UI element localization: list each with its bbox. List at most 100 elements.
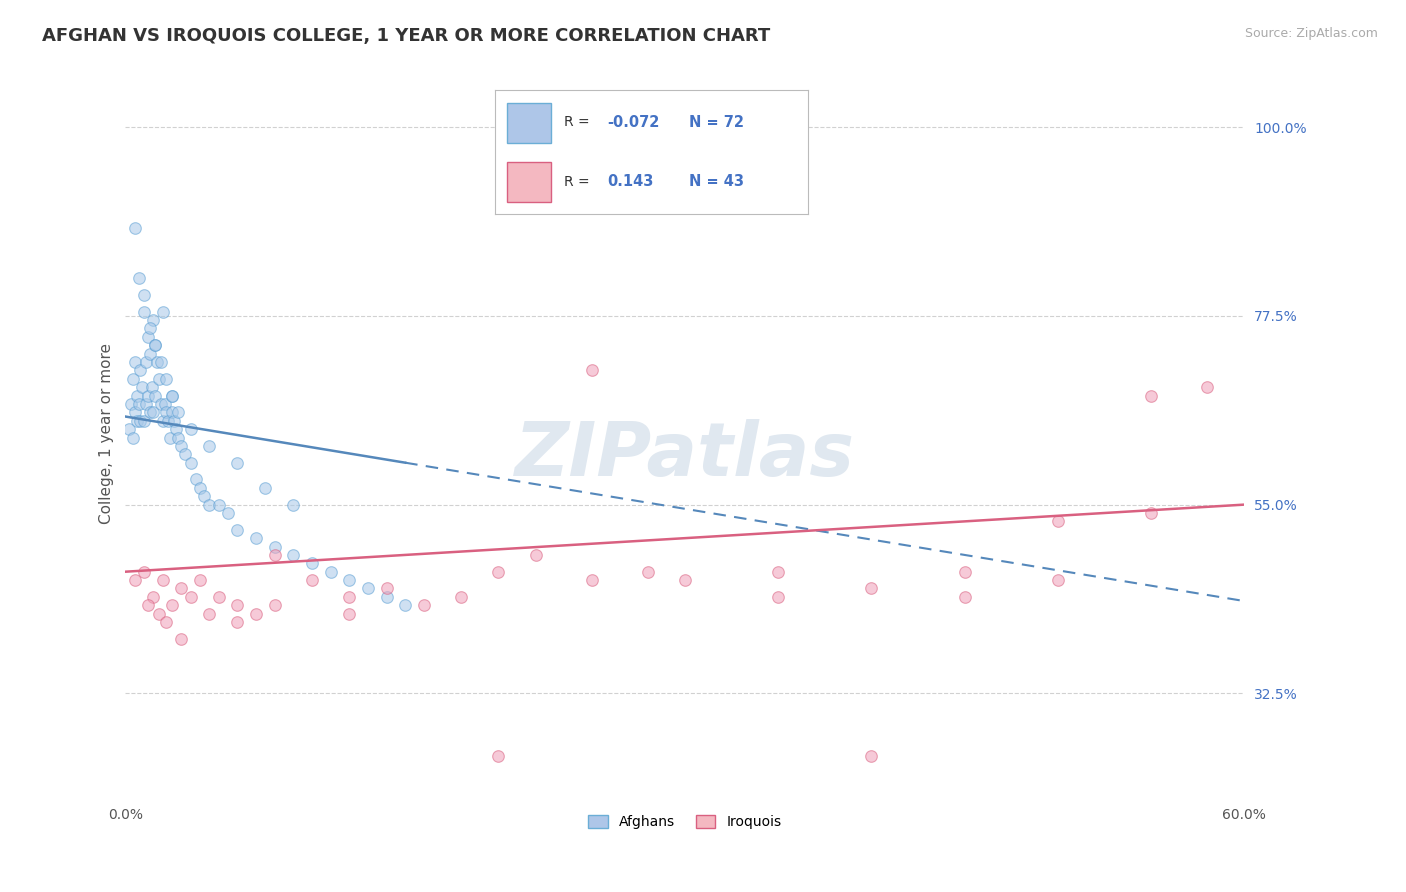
Point xyxy=(170,632,193,646)
Point xyxy=(124,573,146,587)
Point xyxy=(301,573,323,587)
Point xyxy=(122,372,145,386)
Point xyxy=(226,615,249,629)
Point xyxy=(136,330,159,344)
Point xyxy=(124,405,146,419)
Point xyxy=(146,355,169,369)
Point xyxy=(129,414,152,428)
Point xyxy=(152,573,174,587)
Point xyxy=(198,439,221,453)
Point xyxy=(226,599,249,613)
Point xyxy=(122,430,145,444)
Point xyxy=(152,414,174,428)
Point xyxy=(118,422,141,436)
Point xyxy=(128,271,150,285)
Point xyxy=(166,405,188,419)
Point xyxy=(180,422,202,436)
Point xyxy=(138,405,160,419)
Point xyxy=(412,599,434,613)
Point xyxy=(254,481,277,495)
Y-axis label: College, 1 year or more: College, 1 year or more xyxy=(100,343,114,524)
Point xyxy=(165,422,187,436)
Point xyxy=(152,304,174,318)
Point xyxy=(136,388,159,402)
Point xyxy=(141,380,163,394)
Point xyxy=(136,599,159,613)
Point xyxy=(581,363,603,377)
Point xyxy=(166,430,188,444)
Point xyxy=(953,590,976,604)
Point xyxy=(160,599,183,613)
Point xyxy=(860,749,883,764)
Point xyxy=(860,582,883,596)
Point xyxy=(188,573,211,587)
Point xyxy=(134,565,156,579)
Point xyxy=(953,565,976,579)
Point xyxy=(766,590,789,604)
Point xyxy=(673,573,696,587)
Point xyxy=(337,573,360,587)
Point xyxy=(637,565,659,579)
Point xyxy=(143,338,166,352)
Point xyxy=(142,313,165,327)
Point xyxy=(155,405,177,419)
Point xyxy=(186,473,208,487)
Point xyxy=(149,397,172,411)
Point xyxy=(226,456,249,470)
Point xyxy=(283,498,305,512)
Point xyxy=(159,430,181,444)
Point xyxy=(155,372,177,386)
Point xyxy=(155,615,177,629)
Point xyxy=(143,388,166,402)
Point xyxy=(124,220,146,235)
Point xyxy=(319,565,342,579)
Point xyxy=(486,749,509,764)
Point xyxy=(128,397,150,411)
Point xyxy=(208,590,231,604)
Point xyxy=(180,456,202,470)
Point xyxy=(1046,515,1069,529)
Point xyxy=(766,565,789,579)
Point xyxy=(129,363,152,377)
Text: AFGHAN VS IROQUOIS COLLEGE, 1 YEAR OR MORE CORRELATION CHART: AFGHAN VS IROQUOIS COLLEGE, 1 YEAR OR MO… xyxy=(42,27,770,45)
Point xyxy=(170,582,193,596)
Text: ZIPatlas: ZIPatlas xyxy=(515,418,855,491)
Point xyxy=(1140,506,1163,520)
Point xyxy=(263,540,285,554)
Point xyxy=(283,548,305,562)
Point xyxy=(263,548,285,562)
Point xyxy=(125,414,148,428)
Point xyxy=(524,548,547,562)
Point xyxy=(148,372,170,386)
Point xyxy=(142,590,165,604)
Point xyxy=(375,582,398,596)
Point xyxy=(217,506,239,520)
Point xyxy=(157,414,180,428)
Point xyxy=(263,599,285,613)
Point xyxy=(486,565,509,579)
Point xyxy=(160,388,183,402)
Point xyxy=(245,607,267,621)
Point xyxy=(1195,380,1218,394)
Point xyxy=(301,557,323,571)
Point xyxy=(131,380,153,394)
Point xyxy=(188,481,211,495)
Point xyxy=(1140,388,1163,402)
Point xyxy=(198,607,221,621)
Point xyxy=(125,388,148,402)
Point xyxy=(124,355,146,369)
Point xyxy=(226,523,249,537)
Point xyxy=(134,288,156,302)
Point xyxy=(357,582,380,596)
Point xyxy=(153,397,176,411)
Point xyxy=(138,346,160,360)
Point xyxy=(208,498,231,512)
Point xyxy=(160,388,183,402)
Point xyxy=(143,338,166,352)
Point xyxy=(142,405,165,419)
Point xyxy=(375,590,398,604)
Point xyxy=(174,447,197,461)
Point xyxy=(160,405,183,419)
Point xyxy=(163,414,186,428)
Point xyxy=(337,590,360,604)
